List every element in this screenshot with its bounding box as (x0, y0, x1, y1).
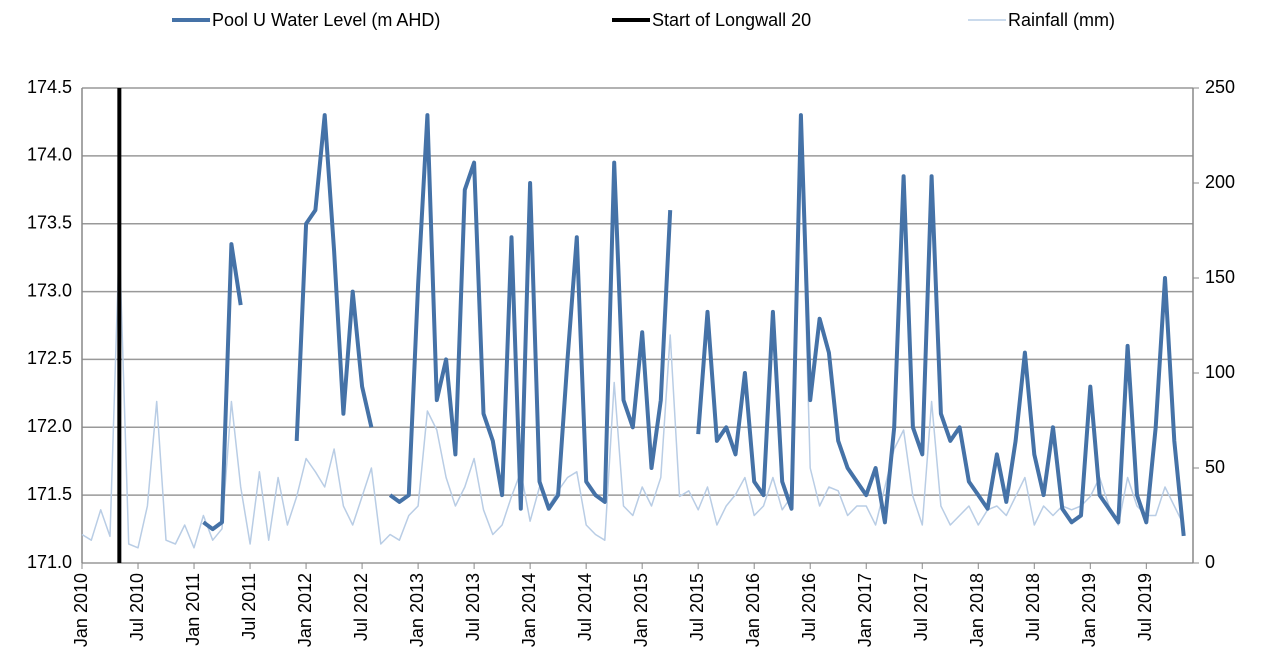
legend-label: Start of Longwall 20 (652, 10, 811, 30)
x-tick-label: Jul 2015 (687, 573, 707, 641)
y2-tick-label: 100 (1205, 362, 1235, 382)
y2-tick-label: 0 (1205, 552, 1215, 572)
x-tick-label: Jan 2018 (967, 573, 987, 647)
x-tick-label: Jan 2013 (407, 573, 427, 647)
y2-tick-label: 50 (1205, 457, 1225, 477)
x-tick-label: Jan 2017 (855, 573, 875, 647)
y-tick-label: 173.5 (27, 212, 72, 232)
y2-tick-label: 200 (1205, 172, 1235, 192)
series-line (81, 134, 1185, 549)
legend-label: Pool U Water Level (m AHD) (212, 10, 440, 30)
x-tick-label: Jan 2011 (183, 573, 203, 646)
x-tick-label: Jul 2012 (351, 573, 371, 641)
y-tick-label: 171.5 (27, 484, 72, 504)
x-tick-label: Jul 2018 (1023, 573, 1043, 641)
y-tick-label: 174.5 (27, 77, 72, 97)
y2-tick-label: 250 (1205, 77, 1235, 97)
x-tick-label: Jan 2016 (743, 573, 763, 647)
y2-tick-label: 150 (1205, 267, 1235, 287)
x-tick-label: Jul 2014 (575, 573, 595, 641)
series-line (202, 113, 1186, 537)
legend-label: Rainfall (mm) (1008, 10, 1115, 30)
x-tick-label: Jan 2012 (295, 573, 315, 647)
y-tick-label: 173.0 (27, 280, 72, 300)
y-tick-label: 174.0 (27, 145, 72, 165)
x-tick-label: Jan 2019 (1079, 573, 1099, 647)
x-tick-label: Jul 2016 (799, 573, 819, 641)
x-tick-label: Jul 2019 (1135, 573, 1155, 641)
x-tick-label: Jul 2010 (127, 573, 147, 641)
x-tick-label: Jul 2013 (463, 573, 483, 641)
x-tick-label: Jan 2015 (631, 573, 651, 647)
y-tick-label: 172.0 (27, 416, 72, 436)
x-tick-label: Jul 2011 (239, 573, 259, 640)
y-tick-label: 172.5 (27, 348, 72, 368)
x-tick-label: Jul 2017 (911, 573, 931, 641)
y-tick-label: 171.0 (27, 552, 72, 572)
x-tick-label: Jan 2014 (519, 573, 539, 647)
x-tick-label: Jan 2010 (71, 573, 91, 647)
